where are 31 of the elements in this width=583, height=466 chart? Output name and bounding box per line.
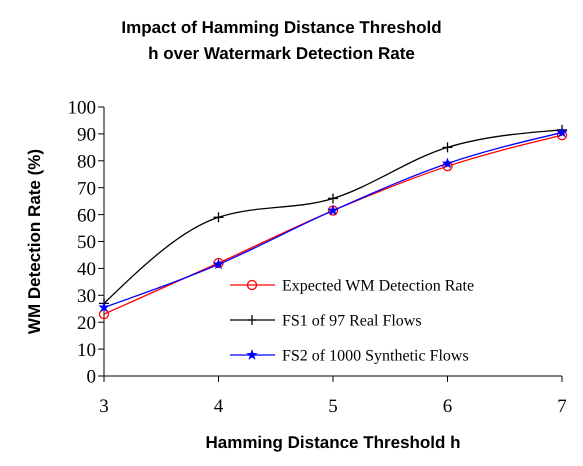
y-tick-label: 90 [77, 124, 96, 146]
y-tick-label: 50 [77, 232, 96, 254]
x-tick-label: 7 [557, 396, 567, 417]
y-tick-label: 0 [86, 366, 96, 388]
y-tick-label: 100 [68, 98, 96, 119]
y-tick-label: 70 [77, 178, 96, 200]
point [442, 157, 454, 168]
point [442, 142, 454, 153]
point [556, 130, 568, 140]
point [556, 126, 568, 138]
legend-label: FS1 of 97 Real Flows [282, 312, 422, 330]
point [442, 161, 453, 172]
x-tick-label: 6 [442, 396, 452, 417]
y-tick-label: 10 [77, 340, 96, 361]
x-axis-title: Hamming Distance Threshold h [205, 433, 461, 452]
point [327, 192, 339, 204]
x-tick-label: 5 [328, 396, 338, 417]
x-tick-label: 4 [214, 396, 224, 417]
legend-label: Expected WM Detection Rate [282, 278, 474, 295]
chart-title: Impact of Hamming Distance Threshold h over Watermark Detection Rate [121, 18, 442, 63]
y-axis-title: WM Detection Rate (%) [25, 148, 44, 334]
y-tick-label: 30 [77, 286, 96, 307]
y-tick-label: 40 [77, 259, 96, 280]
y-tick-label: 80 [77, 151, 96, 172]
y-tick-label: 20 [77, 312, 96, 334]
point [98, 301, 110, 312]
legend-label: FS2 of 1000 Synthetic Flows [282, 348, 469, 365]
point [98, 308, 110, 320]
y-tick-label: 60 [77, 205, 96, 226]
x-tick-label: 3 [99, 396, 109, 417]
point [212, 212, 224, 223]
